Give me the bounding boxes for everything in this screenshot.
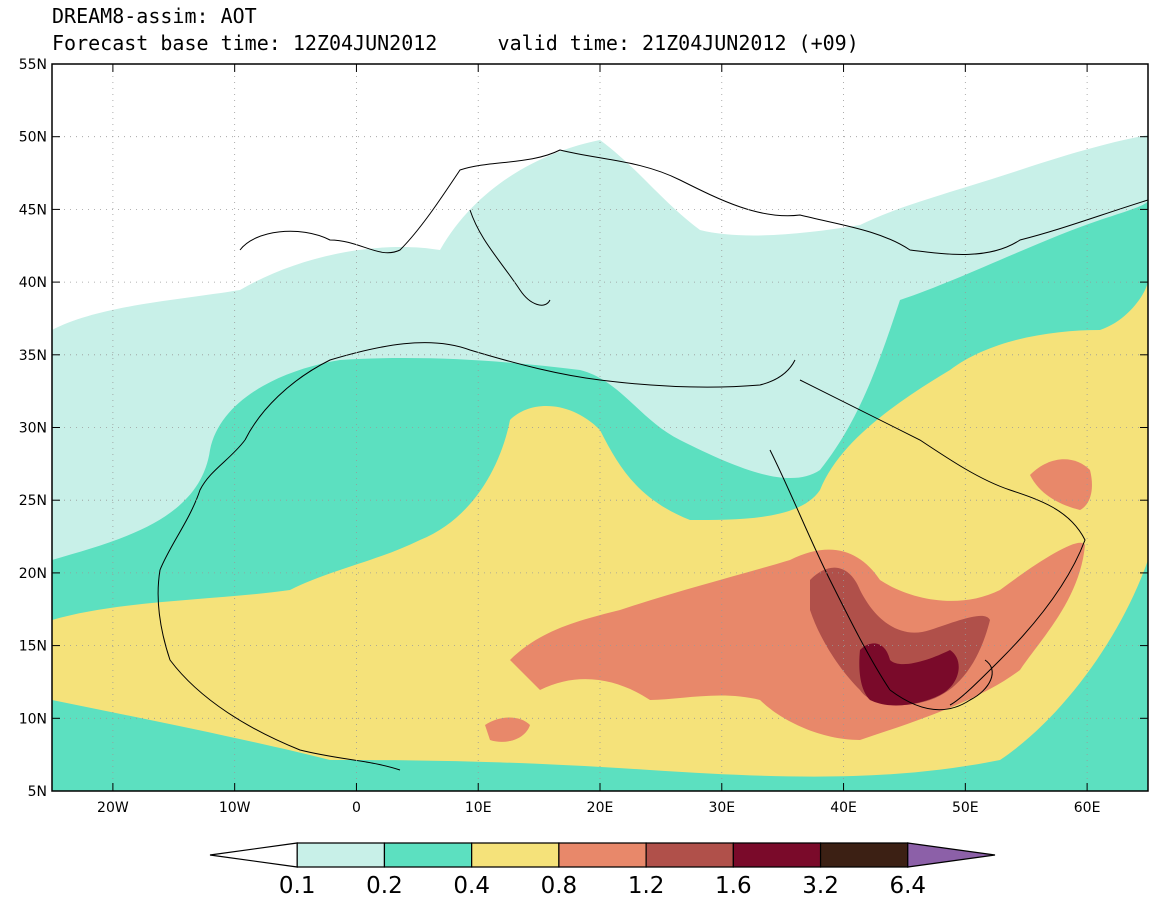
coastline-italy: [469, 209, 551, 306]
coastline-horn-africa: [889, 659, 993, 710]
lon-tick-label: 50E: [952, 800, 979, 816]
lat-tick-label: 15N: [19, 639, 47, 655]
colorbar-swatch: [296, 842, 386, 868]
colorbar-swatch: [383, 842, 473, 868]
coastlines: [157, 149, 1148, 771]
colorbar-swatch: [471, 842, 560, 868]
aot-field: [52, 135, 1148, 791]
lat-tick-label: 50N: [19, 130, 47, 146]
coastline-arabia: [799, 379, 1086, 706]
lon-tick-label: 0: [352, 800, 361, 816]
colorbar-level-label: 1.6: [715, 873, 752, 899]
colorbar-swatch: [209, 842, 298, 868]
colorbar-swatch: [645, 842, 734, 868]
lat-tick-label: 35N: [19, 348, 47, 364]
plot-title: DREAM8-assim: AOT: [52, 4, 257, 28]
colorbar-swatch: [732, 842, 822, 868]
colorbar-level-label: 1.2: [628, 873, 665, 899]
colorbar-level-label: 0.8: [541, 873, 578, 899]
lon-tick-label: 20E: [587, 800, 614, 816]
colorbar-level-label: 0.4: [453, 873, 490, 899]
colorbar-swatch: [558, 842, 647, 868]
colorbar-level-label: 3.2: [802, 873, 839, 899]
axis-ticks: 55N 50N 45N 40N 35N 30N 25N 20N 15N 10N 5N 20W 10W 0 1…: [19, 57, 1148, 816]
lat-tick-label: 5N: [28, 784, 47, 800]
colorbar-level-label: 0.1: [279, 873, 316, 899]
coastline-red-sea: [769, 449, 891, 691]
lat-tick-label: 30N: [19, 421, 47, 437]
colorbar: 0.1 0.2 0.4 0.8 1.2 1.6 3.2 6.4: [209, 842, 996, 899]
aot-band-1.6: [859, 643, 959, 706]
lat-tick-label: 20N: [19, 566, 47, 582]
lon-tick-label: 10E: [465, 800, 492, 816]
coastline-europe: [239, 149, 1148, 255]
colorbar-swatch: [907, 842, 996, 868]
plot-subtitle: Forecast base time: 12Z04JUN2012 valid t…: [52, 31, 859, 55]
lon-tick-label: 40E: [830, 800, 857, 816]
lon-tick-label: 10W: [219, 800, 251, 816]
lat-tick-label: 40N: [19, 275, 47, 291]
lon-tick-label: 20W: [97, 800, 129, 816]
lat-tick-label: 25N: [19, 493, 47, 509]
aot-band-0.8-west: [485, 717, 530, 742]
coastline-north-africa: [244, 342, 796, 441]
coastline-west-africa: [157, 439, 401, 771]
lon-tick-label: 30E: [708, 800, 735, 816]
colorbar-level-label: 0.2: [366, 873, 403, 899]
valid-time-label: valid time: 21Z04JUN2012 (+09): [497, 31, 859, 55]
lat-tick-label: 45N: [19, 202, 47, 218]
lat-tick-label: 55N: [19, 57, 47, 73]
colorbar-swatch: [819, 842, 909, 868]
base-time-label: Forecast base time: 12Z04JUN2012: [52, 31, 438, 55]
lat-tick-label: 10N: [19, 711, 47, 727]
lon-tick-label: 60E: [1074, 800, 1101, 816]
aot-band-0.8-gulf: [1030, 459, 1092, 510]
colorbar-level-label: 6.4: [889, 873, 926, 899]
